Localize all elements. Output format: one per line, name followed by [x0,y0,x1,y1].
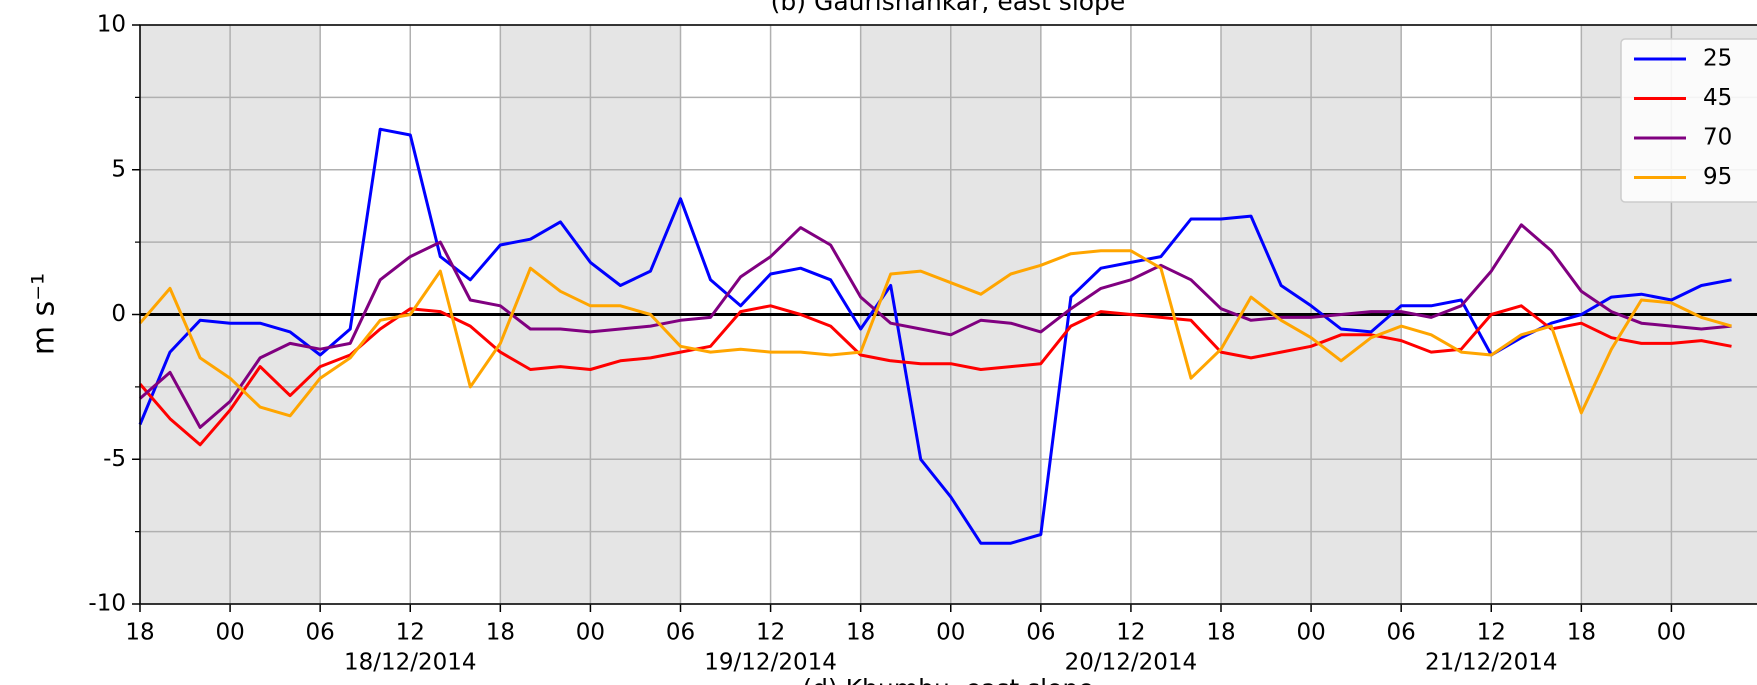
series-line [138,127,1732,545]
x-tick-label: 00 [936,620,965,646]
series-line [138,304,1732,447]
date-label: 19/12/2014 [704,650,837,676]
legend-label: 25 [1703,46,1732,72]
x-tick-label: 00 [1657,620,1686,646]
x-tick-label: 12 [1477,620,1506,646]
x-tick-label: 12 [396,620,425,646]
x-tick-label: 06 [666,620,695,646]
x-tick-label: 18 [1206,620,1235,646]
x-tick-label: 00 [576,620,605,646]
x-tick-label: 00 [215,620,244,646]
x-tick-label: 06 [306,620,335,646]
plot-frame [139,24,1757,605]
y-tick-label: -5 [103,446,126,472]
x-tick-label: 18 [486,620,515,646]
y-tick-label: -10 [88,591,126,617]
legend: 25 45 70 95 [1620,38,1757,203]
chart-title: (b) Gaurishankar, east slope [771,0,1126,16]
y-tick-label: 5 [111,156,126,182]
y-tick-label: 0 [111,301,126,327]
next-panel-title: (d) Khumbu, east slope [802,674,1093,685]
x-tick-label: 12 [756,620,785,646]
x-tick-label: 18 [846,620,875,646]
x-tick-label: 18 [1567,620,1596,646]
y-axis-label: m s⁻¹ [27,273,62,355]
legend-label: 95 [1703,164,1732,190]
date-label: 20/12/2014 [1065,650,1198,676]
x-tick-label: 18 [125,620,154,646]
date-label: 18/12/2014 [344,650,477,676]
x-tick-label: 06 [1026,620,1055,646]
legend-label: 70 [1703,125,1732,151]
series-line [138,249,1732,418]
y-tick-label: 10 [97,12,126,38]
x-tick-label: 00 [1296,620,1325,646]
date-label: 21/12/2014 [1425,650,1558,676]
series-line [139,223,1732,429]
legend-label: 45 [1703,85,1732,111]
legend-box [1620,38,1757,203]
x-tick-label: 06 [1387,620,1416,646]
x-tick-label: 12 [1116,620,1145,646]
